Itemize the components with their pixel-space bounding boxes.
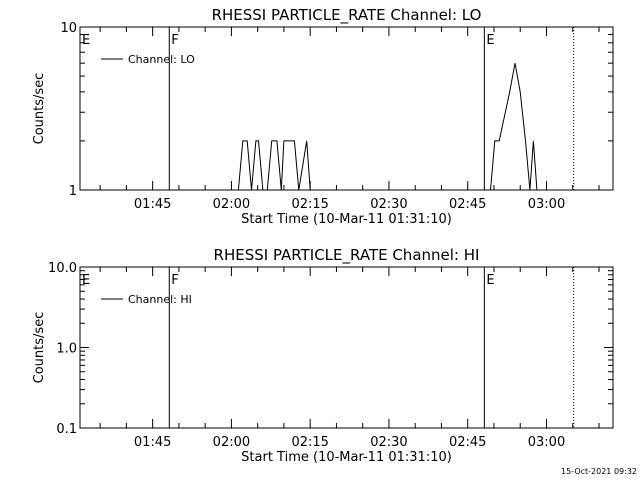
x-tick-label: 02:00 xyxy=(213,435,250,450)
x-tick-label: 01:45 xyxy=(134,435,171,450)
event-marker-label: F xyxy=(171,33,178,48)
x-tick-label: 02:45 xyxy=(449,197,486,212)
chart-title: RHESSI PARTICLE_RATE Channel: HI xyxy=(214,246,480,265)
x-axis-label: Start Time (10-Mar-11 01:31:10) xyxy=(241,450,452,465)
legend-entry: Channel: LO xyxy=(128,53,195,66)
series-line xyxy=(490,63,538,191)
y-tick-label: 10.0 xyxy=(48,261,77,276)
event-marker-label: E xyxy=(486,273,494,288)
generation-timestamp: 15-Oct-2021 09:32 xyxy=(561,467,637,476)
edge-label: E xyxy=(82,33,90,48)
lo-channel-panel: RHESSI PARTICLE_RATE Channel: LO 1 10 01:45… xyxy=(32,6,614,227)
x-tick-label: 03:00 xyxy=(528,197,565,212)
x-tick-label: 02:00 xyxy=(213,197,250,212)
y-axis-label: Counts/sec xyxy=(32,312,47,384)
x-tick-label: 02:15 xyxy=(291,435,328,450)
plot-frame xyxy=(79,26,614,191)
x-axis-label: Start Time (10-Mar-11 01:31:10) xyxy=(241,212,452,227)
x-tick-label: 02:45 xyxy=(449,435,486,450)
y-tick-label: 0.1 xyxy=(56,422,77,437)
x-tick-label: 01:45 xyxy=(134,197,171,212)
event-marker-label: E xyxy=(486,33,494,48)
x-tick-label: 02:15 xyxy=(291,197,328,212)
y-tick-label: 1.0 xyxy=(56,342,77,357)
y-tick-label: 10 xyxy=(60,21,77,36)
plot-frame xyxy=(79,266,614,429)
x-tick-label: 03:00 xyxy=(528,435,565,450)
y-tick-label: 1 xyxy=(69,184,77,199)
legend-entry: Channel: HI xyxy=(128,293,192,306)
y-axis-label: Counts/sec xyxy=(32,73,47,145)
series-line xyxy=(237,140,311,191)
event-marker-label: F xyxy=(171,273,178,288)
x-tick-label: 02:30 xyxy=(370,435,407,450)
hi-channel-panel: RHESSI PARTICLE_RATE Channel: HI 0.1 1.0 10… xyxy=(32,246,614,465)
edge-label: E xyxy=(82,273,90,288)
x-tick-label: 02:30 xyxy=(370,197,407,212)
chart-title: RHESSI PARTICLE_RATE Channel: LO xyxy=(212,6,482,25)
